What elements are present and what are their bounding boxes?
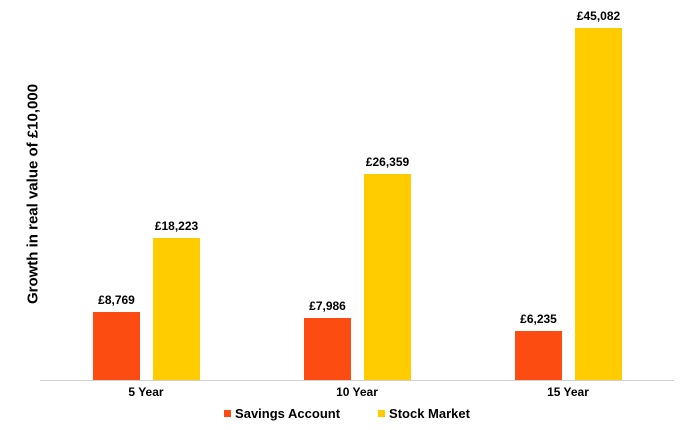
x-axis-line bbox=[40, 380, 674, 381]
savings-swatch-icon bbox=[224, 410, 232, 417]
data-label: £7,986 bbox=[309, 298, 346, 313]
stock-swatch-icon bbox=[378, 410, 386, 417]
data-label: £45,082 bbox=[576, 9, 621, 23]
x-tick-label: 10 Year bbox=[336, 385, 378, 399]
data-label: £18,223 bbox=[154, 218, 199, 233]
bar-stock-0 bbox=[153, 237, 200, 380]
data-label: £26,359 bbox=[365, 155, 410, 170]
legend-item-savings: Savings Account bbox=[224, 406, 340, 421]
data-label: £8,769 bbox=[98, 292, 135, 307]
legend-label-stock: Stock Market bbox=[389, 406, 470, 421]
bar-savings-2 bbox=[515, 331, 562, 380]
bar-savings-1 bbox=[304, 317, 351, 380]
y-axis-label: Growth in real value of £10,000 bbox=[24, 83, 42, 305]
x-tick-label: 5 Year bbox=[128, 385, 164, 399]
legend-label-savings: Savings Account bbox=[235, 406, 341, 421]
x-tick-label: 15 Year bbox=[547, 385, 589, 399]
bar-stock-1 bbox=[364, 174, 411, 380]
bar-savings-0 bbox=[93, 311, 140, 380]
legend: Savings Account Stock Market bbox=[0, 406, 694, 421]
bar-stock-2 bbox=[575, 28, 622, 380]
data-label: £6,235 bbox=[520, 312, 557, 327]
legend-item-stock: Stock Market bbox=[378, 406, 470, 421]
